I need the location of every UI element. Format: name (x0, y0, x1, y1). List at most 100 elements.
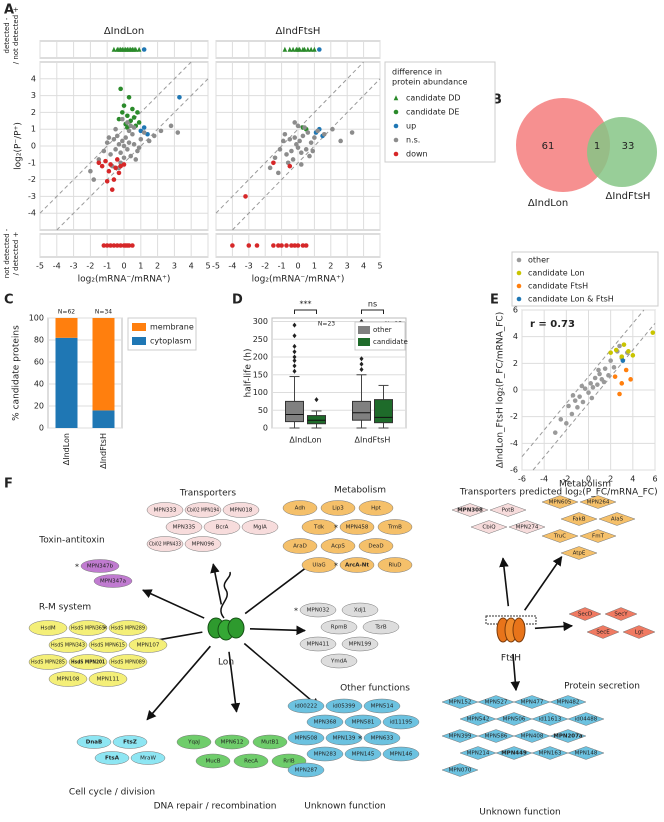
node-label: AcpS (331, 544, 345, 550)
node (560, 546, 598, 560)
x-tick-label: -5 (36, 262, 44, 271)
x-tick-label: 5 (205, 262, 210, 271)
node-label: MPN477 (521, 700, 544, 706)
point (106, 168, 112, 174)
point (125, 120, 130, 125)
node-mark: * (334, 524, 338, 533)
node-label: MPN214 (467, 751, 490, 757)
x-tick-label: ΔIndLon (62, 433, 71, 465)
node (299, 602, 337, 618)
x-tick-label: -4 (53, 262, 61, 271)
point (572, 398, 578, 403)
point (91, 177, 97, 182)
point (123, 135, 128, 140)
point (271, 160, 276, 166)
point (290, 46, 296, 52)
point (619, 381, 625, 386)
group-title: Toxin-antitoxin (38, 536, 105, 546)
outlier (314, 397, 319, 403)
bar-segment (92, 410, 115, 428)
node-mark: * (103, 625, 107, 634)
node-label: MPN368 (314, 720, 337, 726)
node-label: id11195 (390, 720, 413, 726)
point (297, 138, 302, 144)
node-label: MPN347a (100, 579, 126, 585)
node-label: SecE (596, 630, 610, 636)
arrow (142, 589, 205, 619)
point (295, 145, 301, 150)
node (88, 637, 128, 653)
point (295, 243, 301, 248)
point (295, 123, 301, 129)
point (595, 382, 600, 387)
point (302, 125, 307, 130)
x-tick-label: 2 (328, 262, 333, 271)
legend-label: up (406, 122, 416, 131)
node (130, 751, 166, 765)
node (604, 607, 638, 621)
y-tick-label: 20 (34, 402, 44, 411)
point (612, 374, 618, 379)
legend-label: candidate DD (406, 94, 461, 103)
point (317, 47, 322, 52)
node (146, 502, 184, 518)
x-tick-label: ΔIndLon (289, 436, 321, 445)
node (195, 753, 231, 769)
point (569, 411, 575, 417)
legend-label: membrane (150, 323, 194, 332)
node (287, 698, 325, 714)
point (131, 115, 137, 120)
x-tick-label: 3 (172, 262, 177, 271)
point (272, 155, 278, 161)
node-label: MPN287 (295, 768, 318, 774)
group-title: DNA repair / recombination (154, 802, 277, 812)
node-label: DeaD (368, 544, 383, 550)
point (276, 170, 281, 176)
panel-label: C (4, 293, 14, 308)
node-label: HsdS MPN343 (51, 643, 85, 649)
node (451, 503, 489, 517)
point (552, 430, 558, 435)
point (623, 367, 629, 373)
arrow (244, 559, 317, 615)
significance: *** (300, 300, 312, 309)
node (339, 519, 375, 535)
point (135, 110, 140, 115)
point (121, 155, 127, 161)
legend-marker (393, 137, 399, 143)
node (108, 654, 148, 670)
group-title: Metabolism (559, 480, 611, 490)
node (184, 536, 222, 552)
point (136, 120, 142, 125)
x-tick-label: 0 (295, 262, 300, 271)
strip-label: / not detected + (12, 7, 20, 65)
point (151, 133, 157, 139)
point (114, 157, 120, 162)
arrow (146, 645, 211, 721)
legend-label: other (528, 256, 550, 265)
node-label: DnaB (86, 740, 102, 746)
point (96, 157, 102, 162)
point (111, 177, 117, 182)
x-tick-label: 0 (121, 262, 126, 271)
node (301, 519, 337, 535)
x-tick-label: 1 (138, 262, 143, 271)
point (303, 147, 309, 152)
y-axis-label: half-life (h) (244, 349, 254, 398)
node-label: Xdj1 (354, 608, 366, 614)
substrate-thread (220, 571, 231, 619)
node-label: HsdS MPN615 (91, 643, 125, 649)
panel-label: D (232, 293, 243, 308)
point (626, 349, 631, 354)
node-label: Tdk (313, 525, 325, 531)
x-tick-label: 5 (377, 262, 382, 271)
point (136, 46, 142, 52)
point (108, 152, 113, 157)
node-label: HsdM (40, 626, 55, 632)
x-tick-label: -6 (518, 475, 526, 484)
outlier (359, 356, 364, 362)
node-label: AlaS (611, 517, 624, 523)
node (108, 620, 148, 636)
node (28, 654, 68, 670)
node (80, 559, 120, 573)
